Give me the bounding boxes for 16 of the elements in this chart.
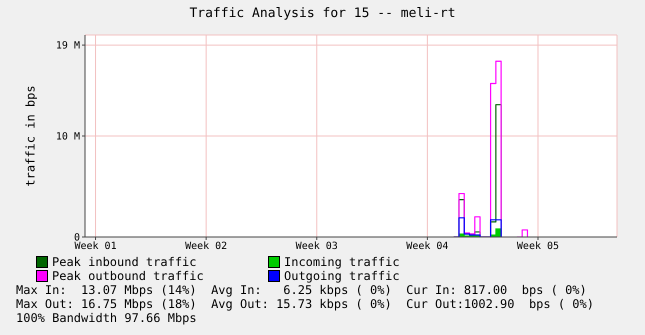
chart-title: Traffic Analysis for 15 -- meli-rt bbox=[188, 6, 457, 21]
x-tick-label: Week 01 bbox=[74, 241, 117, 252]
x-tick-label: Week 02 bbox=[185, 241, 228, 252]
text: Max In: 13.07 Mbps (14%) Avg In: 6.25 kbps ( 0%) Cur In: 817.00 bps ( 0%) bbox=[16, 283, 588, 297]
text: Max Out: 16.75 Mbps (18%) Avg Out: 15.73 kbps ( 0%) Cur Out:1002.90 bps ( 0%) bbox=[16, 297, 594, 311]
legend-label: Outgoing traffic bbox=[284, 269, 400, 283]
legend-label: Peak outbound traffic bbox=[52, 269, 204, 283]
legend-label: Peak inbound traffic bbox=[52, 255, 196, 269]
y-tick-label: 10 M bbox=[56, 132, 80, 143]
x-tick-label: Week 05 bbox=[516, 241, 560, 252]
x-tick-label: Week 03 bbox=[296, 241, 338, 252]
y-tick-label: 19 M bbox=[56, 40, 80, 52]
y-axis-title: traffic in bps bbox=[23, 85, 38, 187]
text: 100% Bandwidth 97.66 Mbps bbox=[16, 311, 198, 325]
legend-label: Incoming traffic bbox=[284, 255, 400, 269]
x-tick-label: Week 04 bbox=[406, 241, 448, 252]
